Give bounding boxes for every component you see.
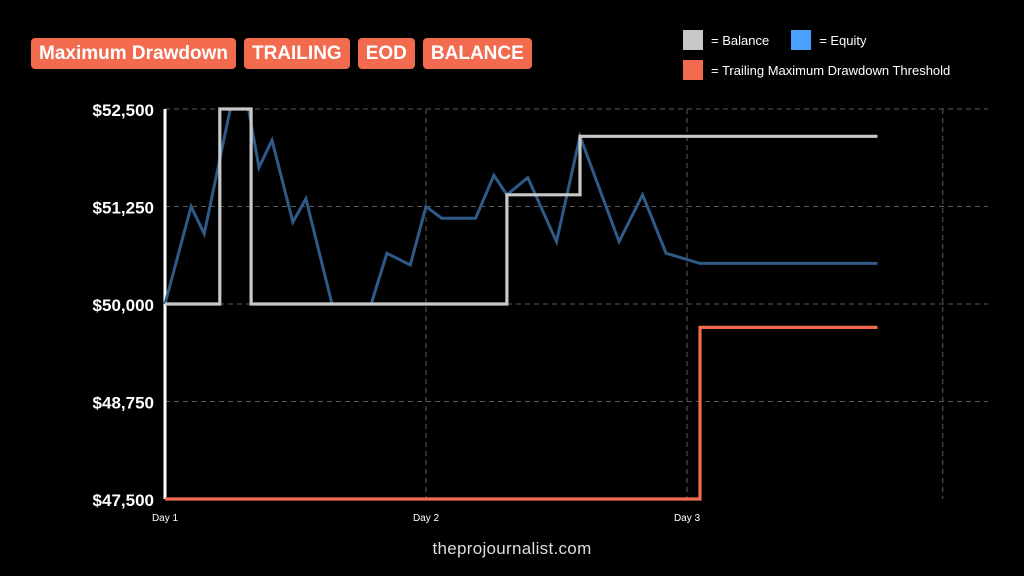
y-tick-label: $52,500 — [93, 101, 154, 120]
x-tick-label: Day 1 — [152, 513, 179, 524]
y-tick-label: $50,000 — [93, 296, 154, 315]
y-tick-label: $51,250 — [93, 199, 154, 218]
legend-label-threshold: = Trailing Maximum Drawdown Threshold — [711, 62, 951, 78]
legend-item-threshold: = Trailing Maximum Drawdown Threshold — [683, 60, 950, 80]
tag-maximum-drawdown: Maximum Drawdown — [31, 38, 236, 69]
legend: = Balance = Equity = Trailing Maximum Dr… — [683, 30, 972, 90]
tag-eod: EOD — [357, 38, 415, 69]
x-tick-label: Day 3 — [674, 513, 701, 524]
y-tick-label: $47,500 — [93, 491, 154, 510]
y-tick-label: $48,750 — [93, 394, 154, 413]
threshold-swatch — [683, 60, 703, 80]
balance-swatch — [683, 30, 703, 50]
legend-label-equity: = Equity — [819, 32, 867, 48]
tag-trailing: TRAILING — [243, 38, 350, 69]
series-balance — [165, 107, 878, 306]
legend-label-balance: = Balance — [711, 32, 770, 48]
footer-site: theprojournalist.com — [432, 539, 592, 558]
x-tick-label: Day 2 — [413, 513, 440, 524]
legend-item-balance: = Balance — [683, 30, 769, 50]
equity-swatch — [791, 30, 812, 50]
series-trailing-maximum-drawdown-threshold — [165, 325, 878, 501]
legend-item-equity: = Equity — [791, 30, 867, 50]
title-tags: Maximum Drawdown TRAILING EOD BALANCE — [31, 38, 532, 69]
tag-balance: BALANCE — [422, 38, 532, 69]
